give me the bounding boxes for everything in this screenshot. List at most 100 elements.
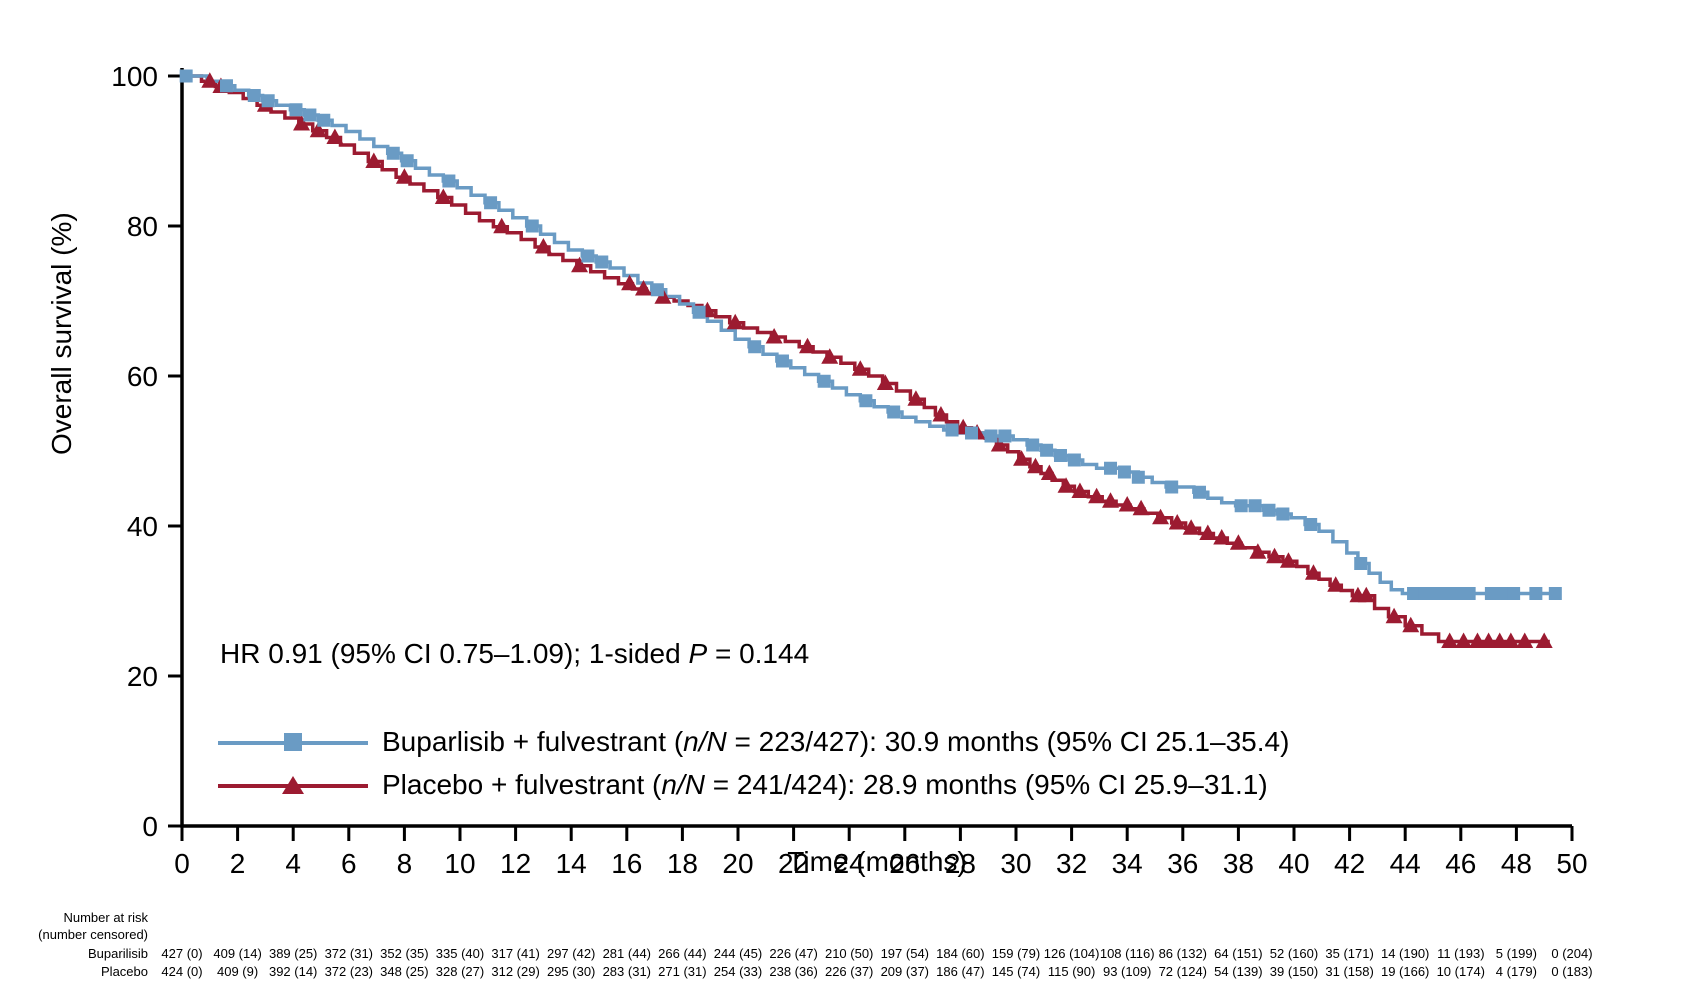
x-tick-label: 50: [1556, 848, 1587, 879]
censor-triangle-marker-icon: [765, 328, 783, 344]
legend-label-italic: n/N: [683, 726, 727, 757]
censor-square-marker-icon: [984, 429, 998, 443]
legend-row-placebo: Placebo + fulvestrant (n/N = 241/424): 2…: [218, 767, 1289, 803]
x-tick-label: 8: [397, 848, 413, 879]
censor-triangle-marker-icon: [1199, 524, 1217, 540]
censor-square-marker-icon: [1262, 503, 1276, 517]
censor-triangle-marker-icon: [395, 168, 413, 184]
censor-triangle-marker-icon: [1057, 477, 1075, 493]
censor-triangle-marker-icon: [493, 217, 511, 234]
censor-triangle-marker-icon: [1152, 508, 1170, 525]
censor-triangle-marker-icon: [1480, 632, 1498, 648]
censor-square-marker-icon: [1407, 587, 1421, 600]
legend-label-pre: Placebo + fulvestrant (: [382, 769, 662, 800]
censor-triangle-marker-icon: [1182, 519, 1200, 535]
censor-square-marker-icon: [945, 423, 959, 437]
censor-square-marker-icon: [1104, 461, 1118, 475]
censor-triangle-marker-icon: [1327, 576, 1345, 592]
censor-triangle-marker-icon: [1468, 632, 1486, 648]
censor-triangle-marker-icon: [1304, 564, 1322, 580]
censor-square-marker-icon: [1484, 587, 1498, 600]
censor-square-marker-icon: [1451, 587, 1465, 600]
censor-square-marker-icon: [859, 394, 873, 408]
censor-square-marker-icon: [1131, 470, 1145, 484]
y-tick-label: 80: [127, 211, 158, 242]
censor-square-marker-icon: [775, 354, 789, 368]
censor-square-marker-icon: [748, 340, 762, 354]
censor-square-marker-icon: [965, 426, 979, 440]
censor-square-marker-icon: [1117, 465, 1131, 479]
x-axis-title: Time (months): [787, 846, 967, 877]
x-tick-label: 0: [174, 848, 190, 879]
censor-square-marker-icon: [219, 79, 233, 93]
censor-square-marker-icon: [303, 108, 317, 122]
censor-square-marker-icon: [179, 69, 193, 83]
censor-square-marker-icon: [1192, 485, 1206, 499]
censor-square-marker-icon: [386, 146, 400, 160]
censor-triangle-marker-icon: [1013, 450, 1031, 466]
y-tick-label: 20: [127, 661, 158, 692]
censor-triangle-marker-icon: [1071, 482, 1089, 498]
censor-square-marker-icon: [1026, 438, 1040, 452]
hr-annotation: HR 0.91 (95% CI 0.75–1.09); 1-sided P = …: [220, 638, 809, 670]
censor-triangle-marker-icon: [1102, 492, 1120, 508]
censor-triangle-marker-icon: [1357, 586, 1375, 603]
censor-square-marker-icon: [581, 249, 595, 263]
x-tick-label: 42: [1334, 848, 1365, 879]
censor-square-marker-icon: [1165, 480, 1179, 494]
censor-triangle-marker-icon: [1516, 632, 1534, 648]
censor-triangle-marker-icon: [293, 115, 311, 131]
legend-row-buparlisib: Buparlisib + fulvestrant (n/N = 223/427)…: [218, 724, 1289, 760]
legend-square-marker-icon: [284, 733, 302, 751]
censor-triangle-marker-icon: [1132, 499, 1150, 516]
x-tick-label: 48: [1501, 848, 1532, 879]
censor-triangle-marker-icon: [821, 348, 839, 364]
censor-triangle-marker-icon: [1279, 552, 1297, 568]
x-tick-label: 44: [1390, 848, 1421, 879]
censor-triangle-marker-icon: [434, 188, 452, 204]
y-tick-label: 40: [127, 511, 158, 542]
x-tick-label: 22: [778, 848, 809, 879]
y-tick-label: 0: [142, 811, 158, 842]
y-tick-label: 60: [127, 361, 158, 392]
hr-annotation-post: = 0.144: [707, 638, 810, 669]
censor-square-marker-icon: [817, 374, 831, 388]
censor-square-marker-icon: [1040, 443, 1054, 457]
censor-triangle-marker-icon: [1229, 534, 1247, 550]
censor-square-marker-icon: [400, 154, 414, 168]
censor-triangle-marker-icon: [634, 280, 652, 296]
x-tick-label: 40: [1278, 848, 1309, 879]
censor-square-marker-icon: [261, 94, 275, 108]
legend-triangle-marker-icon: [282, 776, 304, 794]
x-tick-label: 30: [1000, 848, 1031, 879]
censor-square-marker-icon: [1418, 587, 1432, 600]
censor-triangle-marker-icon: [851, 360, 869, 376]
censor-square-marker-icon: [1507, 587, 1521, 600]
x-tick-label: 20: [722, 848, 753, 879]
x-tick-label: 6: [341, 848, 357, 879]
censor-triangle-marker-icon: [726, 313, 744, 330]
censor-square-marker-icon: [484, 196, 498, 210]
km-curve-placebo: [182, 74, 1550, 644]
censor-square-marker-icon: [1462, 587, 1476, 600]
censor-square-marker-icon: [1067, 453, 1081, 467]
legend-key-placebo: [218, 775, 368, 795]
censor-triangle-marker-icon: [326, 128, 344, 144]
censor-square-marker-icon: [525, 219, 539, 233]
x-tick-label: 12: [500, 848, 531, 879]
censor-triangle-marker-icon: [1168, 514, 1186, 530]
censor-square-marker-icon: [317, 113, 331, 127]
censor-square-marker-icon: [595, 255, 609, 269]
censor-square-marker-icon: [1053, 449, 1067, 462]
censor-triangle-marker-icon: [1249, 543, 1267, 559]
censor-triangle-marker-icon: [1441, 632, 1459, 648]
censor-triangle-marker-icon: [1535, 632, 1553, 648]
censor-triangle-marker-icon: [1502, 632, 1520, 648]
legend-label-placebo: Placebo + fulvestrant (n/N = 241/424): 2…: [382, 769, 1268, 801]
censor-triangle-marker-icon: [990, 436, 1008, 452]
legend-label-post: = 241/424): 28.9 months (95% CI 25.9–31.…: [704, 769, 1268, 800]
censor-triangle-marker-icon: [1088, 487, 1106, 504]
x-tick-label: 16: [611, 848, 642, 879]
censor-square-marker-icon: [887, 405, 901, 419]
